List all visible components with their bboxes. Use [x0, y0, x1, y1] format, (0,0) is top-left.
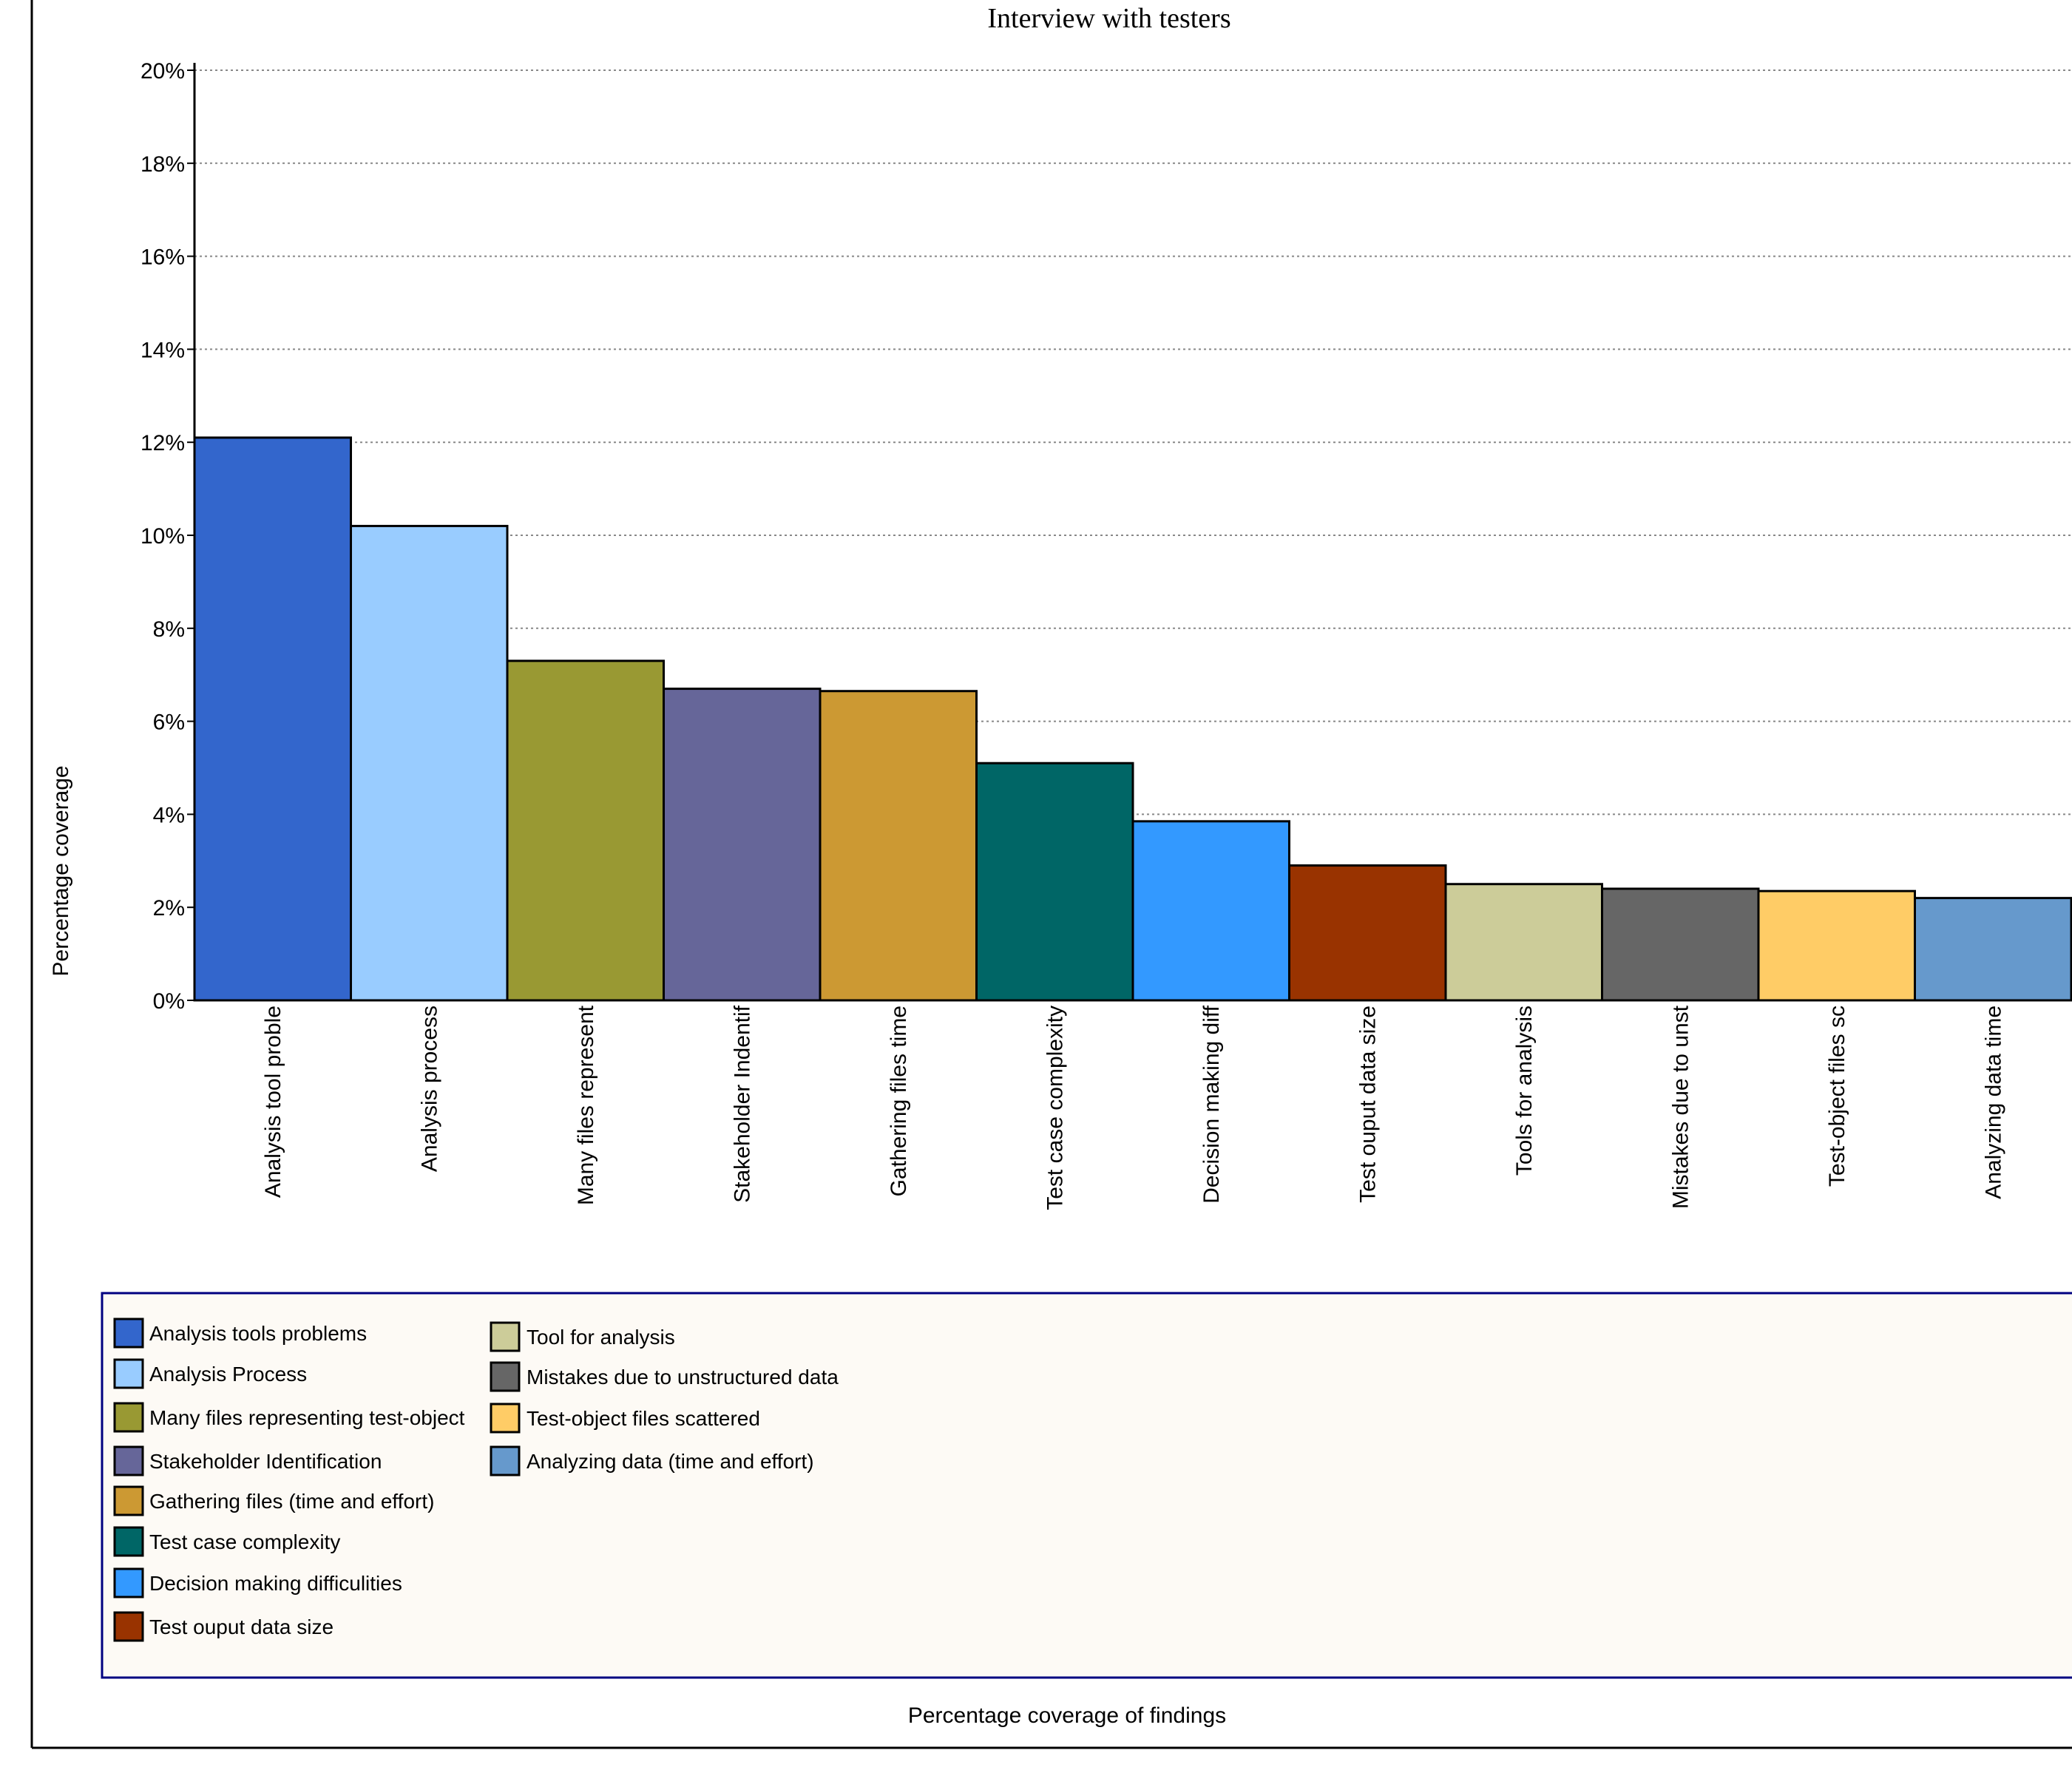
chart-title: Interview with testers [987, 3, 1230, 34]
axes [193, 63, 2072, 1002]
bar [975, 762, 1134, 1002]
legend-label: Decision making difficulities [149, 1572, 402, 1595]
bar [1601, 887, 1760, 1002]
legend-swatch [113, 1567, 144, 1598]
x-category-label: Test case complexity [1043, 1006, 1067, 1210]
bar [350, 524, 509, 1002]
legend-label: Analysis Process [149, 1363, 307, 1386]
legend-label: Analyzing data (time and effort) [527, 1450, 814, 1473]
legend-swatch [113, 1526, 144, 1557]
legend-label: Analysis tools problems [149, 1322, 367, 1345]
bar [819, 690, 978, 1002]
bar [663, 688, 822, 1002]
legend-swatch [113, 1611, 144, 1642]
legend-swatch [490, 1321, 521, 1352]
y-tick-label: 14% [140, 338, 185, 362]
y-tick-label: 2% [153, 896, 185, 920]
legend-swatch [113, 1402, 144, 1433]
x-category-label: Test-object files sc [1825, 1006, 1849, 1187]
y-tick-label: 12% [140, 431, 185, 455]
bar [1131, 820, 1290, 1002]
legend-label: Mistakes due to unstructured data [527, 1366, 839, 1388]
x-category-label: Analyzing data time [1981, 1006, 2005, 1199]
y-axis-title: Percentage coverage [49, 765, 73, 976]
legend-label: Test case complexity [149, 1530, 340, 1553]
legend-label: Stakeholder Identification [149, 1450, 382, 1473]
x-category-label: Stakeholder Indentif [730, 1005, 754, 1203]
x-category-labels: Analysis tool proble Analysis process Many… [261, 1005, 2006, 1210]
legend-swatch [490, 1403, 521, 1434]
bars [193, 436, 2072, 1002]
x-category-label: Test ouput data size [1355, 1006, 1380, 1203]
y-tick-label: 4% [153, 803, 185, 827]
legend-swatch [490, 1361, 521, 1392]
y-tick-label: 16% [140, 245, 185, 270]
x-category-label: Analysis tool proble [261, 1006, 285, 1198]
legend-label: Tool for analysis [527, 1326, 675, 1349]
y-tick-label: 0% [153, 989, 185, 1014]
legend-swatch [113, 1318, 144, 1349]
y-tick-label: 10% [140, 524, 185, 549]
x-category-label: Analysis process [417, 1006, 441, 1172]
legend-swatch [113, 1358, 144, 1389]
legend-label: Test ouput data size [149, 1615, 334, 1638]
bar [1288, 864, 1447, 1002]
bar [1444, 883, 1603, 1002]
legend-label: Gathering files (time and effort) [149, 1490, 434, 1513]
bar [506, 659, 665, 1002]
y-tick-label: 20% [140, 59, 185, 84]
bar [1757, 889, 1916, 1002]
x-axis-title: Percentage coverage of findings [908, 1703, 1226, 1728]
bar [193, 436, 352, 1002]
x-category-label: Mistakes due to unst [1668, 1005, 1693, 1209]
legend-label: Many files representing test-object [149, 1406, 465, 1429]
legend-swatch [113, 1485, 144, 1516]
y-tick-label: 6% [153, 711, 185, 735]
y-tick-labels: 0% 2% 4% 6% 8% 10% 12% 14% 16% 18% 20% [140, 59, 194, 1014]
y-tick-label: 18% [140, 152, 185, 177]
legend: Analysis tools problems Analysis Process M… [113, 1318, 839, 1642]
legend-box [101, 1292, 2072, 1679]
x-category-label: Tools for analysis [1512, 1006, 1537, 1176]
x-category-label: Gathering files time [887, 1006, 911, 1196]
x-category-label: Decision making diff [1199, 1005, 1224, 1204]
legend-swatch [113, 1445, 144, 1476]
x-category-label: Many files represent [574, 1005, 598, 1205]
y-tick-label: 8% [153, 617, 185, 642]
bar [1914, 897, 2072, 1002]
legend-label: Test-object files scattered [527, 1407, 760, 1430]
legend-swatch [490, 1445, 521, 1476]
